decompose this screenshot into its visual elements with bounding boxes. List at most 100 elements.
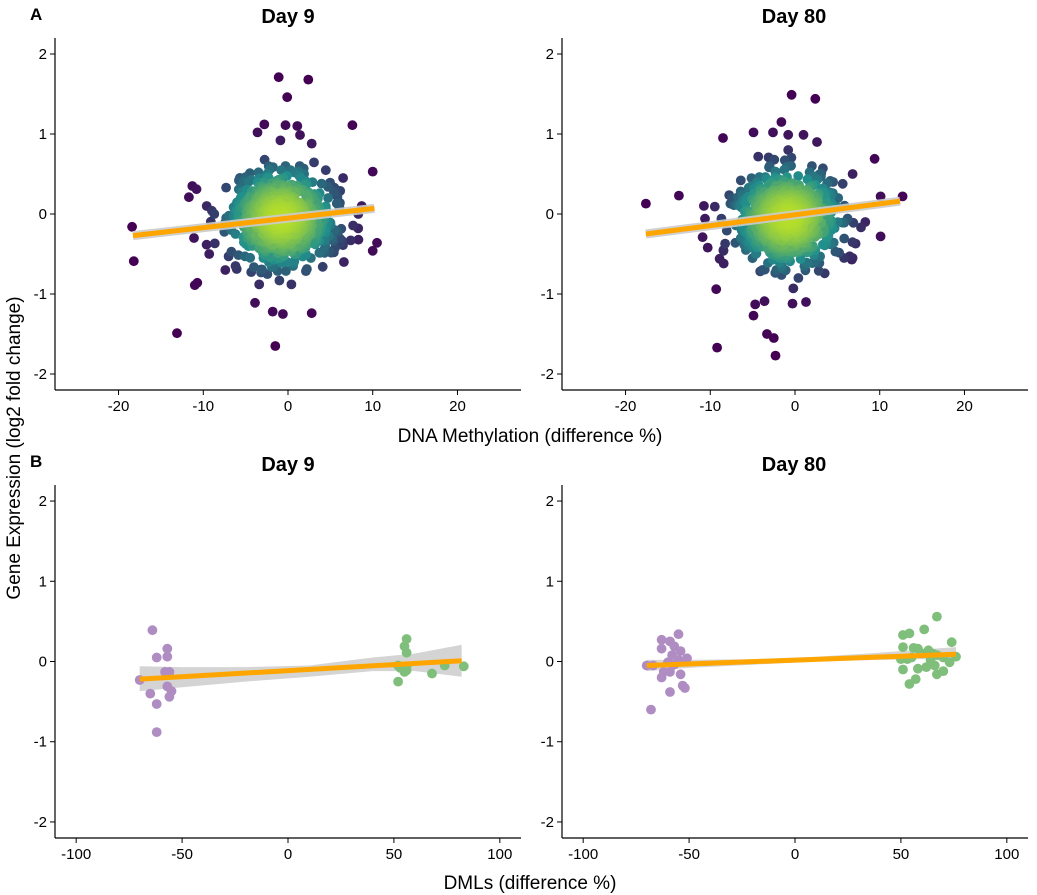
hyper-point <box>946 637 957 648</box>
data-point <box>348 220 358 231</box>
hypo-point <box>151 652 162 663</box>
data-point <box>192 277 203 288</box>
y-tick-label: 2 <box>39 46 47 63</box>
hyper-point <box>393 676 403 687</box>
data-point <box>700 213 710 224</box>
panel-a-day9-title: Day 9 <box>261 6 314 28</box>
data-point <box>753 151 764 162</box>
y-tick-label: 0 <box>546 654 554 671</box>
data-point <box>254 279 265 290</box>
data-point <box>770 350 781 361</box>
data-point <box>189 233 199 243</box>
y-tick-label: 0 <box>546 206 554 223</box>
y-tick-label: 2 <box>546 493 554 510</box>
panel-b-day80-plot: -2 -1 0 1 2 -100 -50 0 50 100 <box>541 485 1028 863</box>
data-point <box>282 92 293 103</box>
data-point <box>274 275 285 286</box>
hypo-point <box>145 688 156 699</box>
data-point <box>718 258 729 269</box>
data-point <box>641 198 651 209</box>
hyper-point <box>898 664 908 675</box>
y-tick-label: 0 <box>39 206 47 223</box>
data-point <box>788 283 799 294</box>
data-point <box>295 130 305 140</box>
x-axis-title-b: DMLs (difference %) <box>444 873 617 894</box>
x-tick-label: -50 <box>678 846 700 863</box>
data-point <box>897 191 908 202</box>
hyper-point <box>932 669 942 680</box>
panel-b-day80-title: Day 80 <box>762 454 827 476</box>
x-tick-label: -20 <box>615 398 637 415</box>
data-point <box>267 306 278 317</box>
data-point <box>316 178 327 189</box>
data-point <box>128 256 139 267</box>
panel-b-day9-title: Day 9 <box>261 454 314 476</box>
x-tick-label: 0 <box>284 846 292 863</box>
y-axis-title: Gene Expression (log2 fold change) <box>4 296 25 599</box>
data-point <box>875 191 886 202</box>
data-point <box>184 192 194 203</box>
data-point <box>286 279 297 290</box>
hyper-point <box>913 663 923 674</box>
hypo-point <box>680 683 690 693</box>
data-point <box>338 173 348 183</box>
x-tick-label: 100 <box>487 846 512 863</box>
data-point <box>830 246 841 257</box>
data-point <box>331 198 342 209</box>
data-point <box>209 209 220 219</box>
data-point <box>711 284 722 295</box>
x-tick-label: 20 <box>956 398 973 415</box>
y-tick-label: -1 <box>541 286 554 303</box>
x-tick-label: -10 <box>192 398 214 415</box>
data-point <box>314 247 325 258</box>
data-point <box>750 299 761 310</box>
hyper-point <box>932 611 942 622</box>
hyper-point <box>921 662 932 672</box>
data-point <box>786 89 797 100</box>
data-point <box>347 120 358 131</box>
data-point <box>793 273 804 283</box>
x-tick-label: 0 <box>791 846 799 863</box>
data-point <box>292 121 303 131</box>
data-point <box>748 127 759 138</box>
panel-tag-b: B <box>30 452 42 471</box>
data-point <box>367 166 378 177</box>
data-point <box>813 265 824 276</box>
data-point <box>345 235 356 246</box>
data-point <box>252 127 263 138</box>
y-tick-label: -2 <box>34 814 47 831</box>
data-point <box>793 171 804 181</box>
data-point <box>172 328 182 339</box>
data-point <box>869 153 880 164</box>
hypo-point <box>151 699 162 709</box>
x-tick-label: -50 <box>171 846 193 863</box>
data-point <box>699 201 709 211</box>
data-point <box>748 310 759 321</box>
x-tick-label: 10 <box>364 398 381 415</box>
data-point <box>697 232 708 243</box>
data-point <box>273 72 284 83</box>
hypo-point <box>162 651 173 662</box>
y-tick-label: 1 <box>546 126 554 143</box>
data-point <box>201 239 212 250</box>
x-tick-label: 100 <box>994 846 1019 863</box>
data-point <box>204 249 215 259</box>
x-tick-label: -100 <box>61 846 91 863</box>
data-point <box>230 229 241 239</box>
x-axis-title-a: DNA Methylation (difference %) <box>398 426 663 447</box>
data-point <box>259 119 270 130</box>
x-tick-label: 0 <box>791 398 799 415</box>
hypo-point <box>673 629 684 640</box>
y-tick-label: 2 <box>546 46 554 63</box>
data-point <box>339 257 349 267</box>
data-point <box>317 261 328 272</box>
data-point <box>674 190 684 201</box>
data-point <box>209 238 220 249</box>
data-point <box>801 297 811 307</box>
hyper-point <box>401 647 412 658</box>
hypo-point <box>656 672 667 683</box>
data-point <box>702 242 713 253</box>
data-point <box>735 175 746 186</box>
